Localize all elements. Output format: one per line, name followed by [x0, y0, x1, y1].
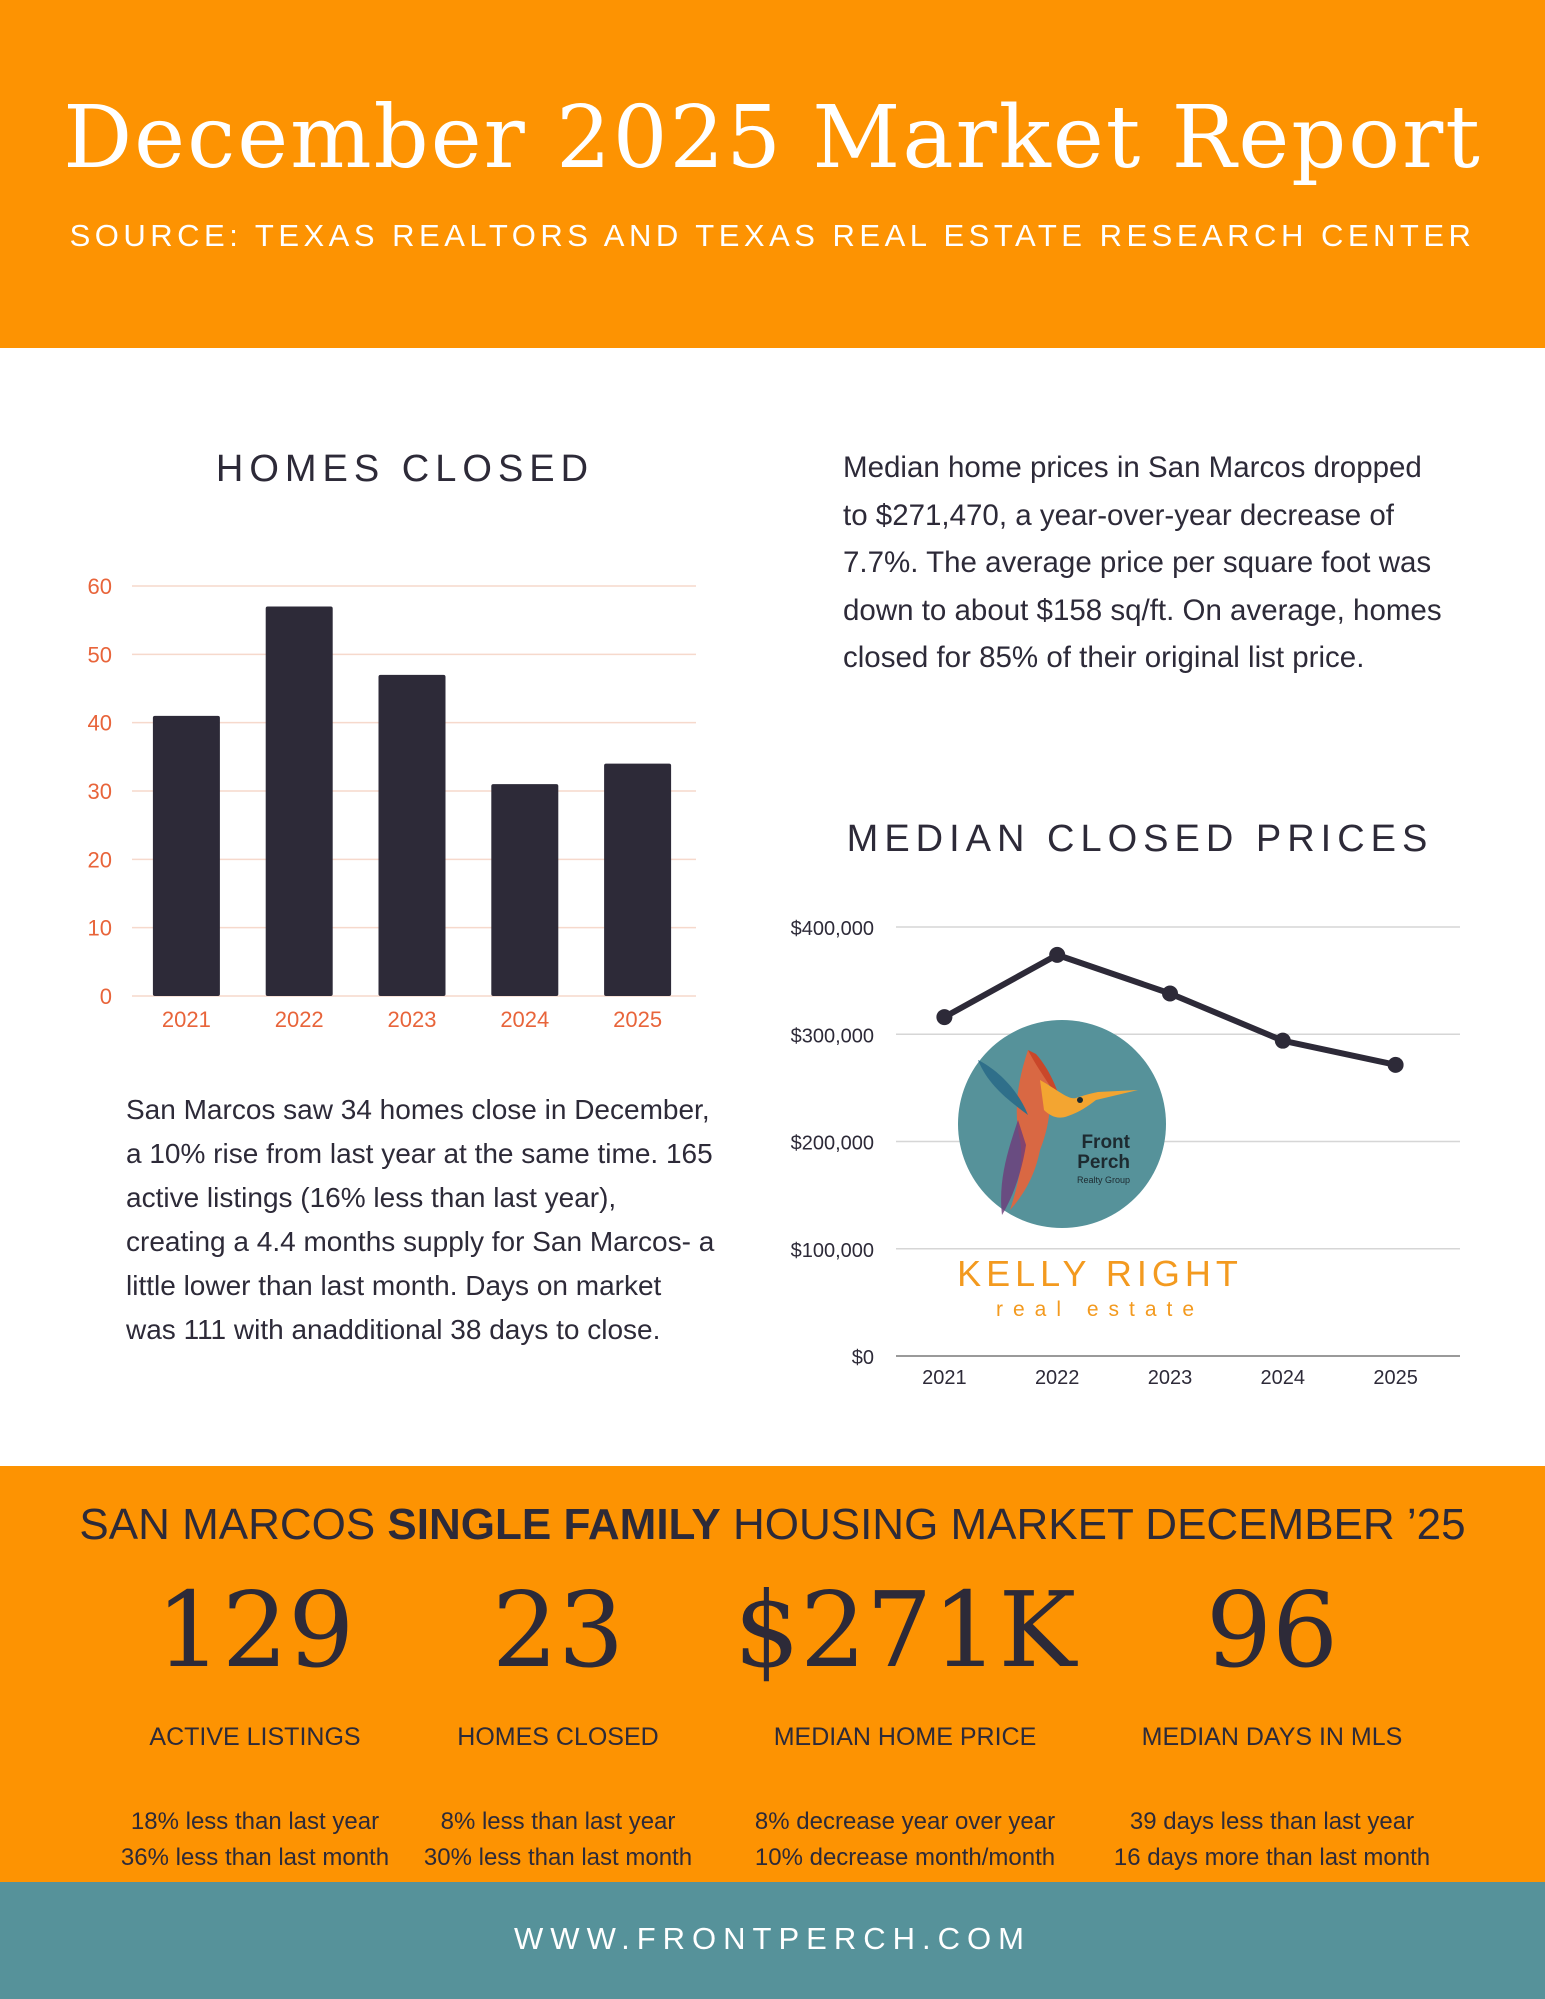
- stat-value: 96: [1205, 1569, 1339, 1691]
- logo-name-line2: Perch: [1077, 1152, 1130, 1173]
- y-tick-label: $100,000: [791, 1240, 874, 1262]
- bar-2025: [604, 763, 672, 996]
- stat-label: HOMES CLOSED: [457, 1723, 659, 1751]
- homes-closed-bar-chart: 0 10 20 30 40 50 60 2021 2022 2023 2024 2025: [88, 574, 696, 1032]
- stat-note-line2: 10% decrease month/month: [754, 1844, 1056, 1871]
- x-tick-label: 2025: [613, 1007, 662, 1032]
- kelly-right-brand: KELLY RIGHT: [957, 1253, 1243, 1294]
- logo-name: Front Perch: [1000, 1133, 1150, 1173]
- market-title-pre: SAN MARCOS: [79, 1500, 388, 1549]
- x-tick-label: 2024: [1261, 1367, 1306, 1389]
- website-link[interactable]: WWW.FRONTPERCH.COM: [514, 1921, 1031, 1956]
- stat-note-line1: 8% less than last year: [440, 1808, 676, 1835]
- stat-active-listings: 129 ACTIVE LISTINGS 18% less than last y…: [75, 1570, 435, 1876]
- report-title: December 2025 Market Report: [63, 88, 1482, 188]
- median-price-paragraph: Median home prices in San Marcos dropped…: [843, 451, 1442, 674]
- x-tick-label: 2022: [275, 1007, 324, 1032]
- bar-2021: [152, 715, 220, 996]
- median-closed-prices-title: MEDIAN CLOSED PRICES: [846, 818, 1434, 860]
- market-summary-band: [0, 1466, 1545, 1882]
- y-tick-label: $300,000: [791, 1025, 874, 1047]
- stat-value: $271K: [733, 1569, 1077, 1691]
- logo-name-line1: Front: [1081, 1132, 1130, 1153]
- stat-note: 8% less than last year 30% less than las…: [378, 1804, 738, 1876]
- homes-closed-title: HOMES CLOSED: [215, 448, 595, 490]
- y-tick-label: 20: [88, 847, 112, 872]
- market-title-bold: SINGLE FAMILY: [387, 1500, 721, 1549]
- y-tick-label: 40: [88, 711, 112, 736]
- footer-banner: [0, 1882, 1545, 1999]
- point-2021: [936, 1009, 953, 1026]
- stat-label: MEDIAN DAYS IN MLS: [1141, 1723, 1403, 1751]
- y-tick-label: 30: [88, 779, 112, 804]
- x-tick-label: 2022: [1035, 1367, 1080, 1389]
- stat-note-line2: 16 days more than last month: [1113, 1844, 1431, 1871]
- stat-value: 23: [491, 1569, 625, 1691]
- stat-note: 39 days less than last year 16 days more…: [1092, 1804, 1452, 1876]
- y-tick-label: 10: [88, 916, 112, 941]
- hummingbird-icon: [978, 1050, 1138, 1215]
- y-tick-label: $200,000: [791, 1133, 874, 1155]
- report-source: SOURCE: TEXAS REALTORS AND TEXAS REAL ES…: [69, 218, 1476, 253]
- point-2024: [1274, 1032, 1291, 1049]
- bar-2022: [265, 606, 333, 996]
- y-tick-label: $400,000: [791, 918, 874, 940]
- stat-value: 129: [155, 1569, 355, 1691]
- homes-closed-paragraph: San Marcos saw 34 homes close in Decembe…: [126, 1094, 715, 1345]
- stat-median-home-price: $271K MEDIAN HOME PRICE 8% decrease year…: [725, 1570, 1085, 1876]
- stat-note: 8% decrease year over year 10% decrease …: [725, 1804, 1085, 1876]
- stat-note-line2: 36% less than last month: [120, 1844, 390, 1871]
- market-title-post: HOUSING MARKET DECEMBER ’25: [720, 1500, 1466, 1549]
- point-2022: [1049, 946, 1066, 963]
- front-perch-logo: [958, 1020, 1166, 1228]
- stat-label: MEDIAN HOME PRICE: [773, 1723, 1037, 1751]
- x-tick-label: 2025: [1373, 1367, 1418, 1389]
- y-tick-label: $0: [852, 1347, 874, 1369]
- point-2023: [1162, 985, 1178, 1002]
- x-tick-label: 2023: [388, 1007, 437, 1032]
- stat-note-line2: 30% less than last month: [423, 1844, 693, 1871]
- x-tick-label: 2021: [922, 1367, 967, 1389]
- x-tick-label: 2021: [162, 1007, 211, 1032]
- header-banner: [0, 0, 1545, 348]
- stat-note-line1: 39 days less than last year: [1129, 1808, 1415, 1835]
- x-tick-label: 2023: [1148, 1367, 1193, 1389]
- stat-homes-closed: 23 HOMES CLOSED 8% less than last year 3…: [378, 1570, 738, 1876]
- y-tick-label: 50: [88, 642, 112, 667]
- y-tick-label: 0: [100, 984, 112, 1009]
- stat-median-days-in-mls: 96 MEDIAN DAYS IN MLS 39 days less than …: [1092, 1570, 1452, 1876]
- stat-label: ACTIVE LISTINGS: [149, 1723, 361, 1751]
- x-tick-label: 2024: [500, 1007, 549, 1032]
- kelly-right-subtext: real estate: [995, 1298, 1205, 1321]
- median-closed-prices-line-chart: $0 $100,000 $200,000 $300,000 $400,000 2021 20…: [791, 918, 1460, 1389]
- logo-subtext: Realty Group: [1076, 1175, 1130, 1185]
- bar-2023: [378, 674, 446, 996]
- y-tick-label: 60: [88, 574, 112, 599]
- stat-note-line1: 18% less than last year: [130, 1808, 380, 1835]
- stat-note-line1: 8% decrease year over year: [754, 1808, 1056, 1835]
- stat-note: 18% less than last year 36% less than la…: [75, 1804, 435, 1876]
- point-2025: [1387, 1056, 1404, 1073]
- market-summary-title: SAN MARCOS SINGLE FAMILY HOUSING MARKET …: [0, 1500, 1545, 1550]
- bar-2024: [491, 784, 559, 996]
